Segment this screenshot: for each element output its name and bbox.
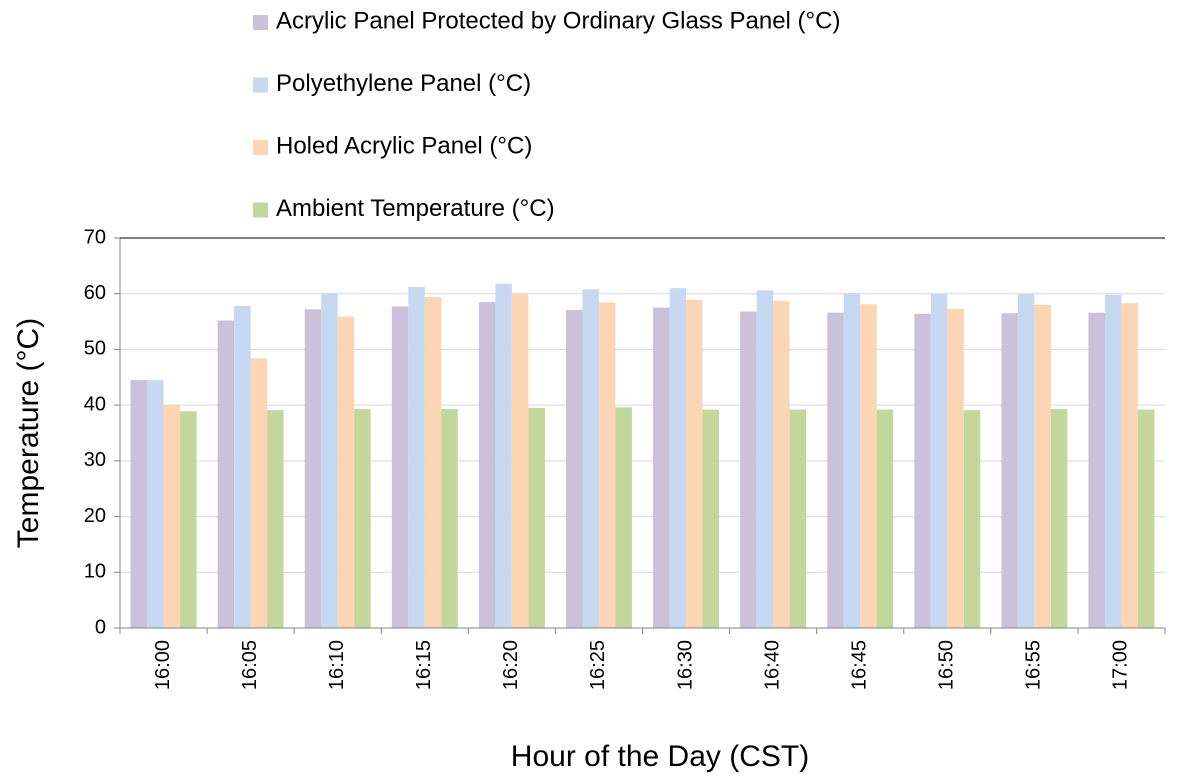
bar	[441, 409, 458, 628]
x-tick-label: 16:30	[674, 640, 696, 690]
x-tick-label: 16:40	[761, 640, 783, 690]
bar	[1137, 409, 1155, 628]
bar	[947, 308, 964, 628]
bar	[391, 306, 409, 628]
legend-swatch	[253, 15, 268, 30]
y-tick-label: 40	[84, 393, 106, 415]
bar	[653, 307, 670, 628]
bar	[321, 293, 338, 628]
y-axis-title: Temperature (°C)	[12, 318, 45, 548]
bar	[163, 405, 181, 628]
x-tick-label: 16:55	[1023, 640, 1045, 690]
legend-label: Ambient Temperature (°C)	[276, 195, 555, 222]
bar	[827, 312, 844, 628]
bar	[963, 410, 981, 628]
x-axis-title: Hour of the Day (CST)	[511, 740, 809, 773]
bar	[1088, 312, 1105, 628]
bar	[702, 409, 720, 628]
bar	[615, 407, 632, 628]
bar	[1104, 294, 1122, 628]
x-tick-label: 16:45	[848, 640, 870, 690]
bar	[1001, 313, 1018, 628]
bar	[582, 289, 599, 628]
legend-swatch	[253, 202, 268, 218]
x-tick-label: 16:10	[326, 640, 348, 690]
y-tick-label: 30	[84, 449, 106, 471]
x-tick-label: 16:05	[239, 640, 261, 690]
x-tick-label: 16:00	[152, 640, 174, 690]
bar	[740, 311, 757, 628]
y-tick-label: 0	[95, 616, 106, 638]
bar	[669, 288, 687, 628]
y-tick-label: 10	[84, 561, 106, 583]
x-tick-label: 16:20	[500, 640, 522, 690]
bar	[495, 283, 512, 628]
bar	[565, 309, 583, 628]
x-tick-label: 16:25	[587, 640, 609, 690]
bar	[408, 287, 425, 628]
bar	[180, 411, 197, 628]
bar	[337, 316, 355, 628]
y-tick-label: 70	[84, 226, 106, 248]
bar	[478, 302, 496, 628]
bar	[1017, 293, 1035, 628]
legend-label: Polyethylene Panel (°C)	[276, 70, 531, 97]
bar	[511, 293, 529, 628]
bar	[528, 407, 545, 628]
bar	[930, 293, 948, 628]
bar	[147, 380, 164, 628]
bar	[876, 409, 894, 628]
bar	[267, 410, 284, 628]
bar	[843, 293, 861, 628]
bar	[304, 309, 322, 628]
legend-swatch	[253, 140, 268, 155]
x-tick-label: 16:50	[936, 640, 958, 690]
bar	[756, 290, 774, 628]
y-tick-label: 50	[84, 338, 106, 360]
bar	[250, 358, 268, 628]
bar	[234, 305, 251, 628]
x-tick-label: 16:15	[413, 640, 435, 690]
bar	[860, 304, 877, 628]
bar	[789, 409, 807, 628]
legend-swatch	[253, 77, 268, 93]
bar	[1034, 304, 1051, 628]
bar	[686, 299, 703, 628]
bar	[773, 300, 790, 628]
y-tick-label: 20	[84, 505, 106, 527]
bar	[217, 320, 235, 628]
bar	[130, 380, 148, 628]
bar	[424, 297, 442, 628]
legend-label: Acrylic Panel Protected by Ordinary Glas…	[276, 7, 840, 34]
bar	[354, 409, 371, 628]
x-tick-label: 17:00	[1110, 640, 1132, 690]
bar	[598, 302, 616, 628]
y-tick-label: 60	[84, 282, 106, 304]
legend-label: Holed Acrylic Panel (°C)	[276, 132, 532, 159]
bar	[914, 313, 931, 628]
bar	[1121, 303, 1138, 628]
bar	[1050, 409, 1068, 628]
